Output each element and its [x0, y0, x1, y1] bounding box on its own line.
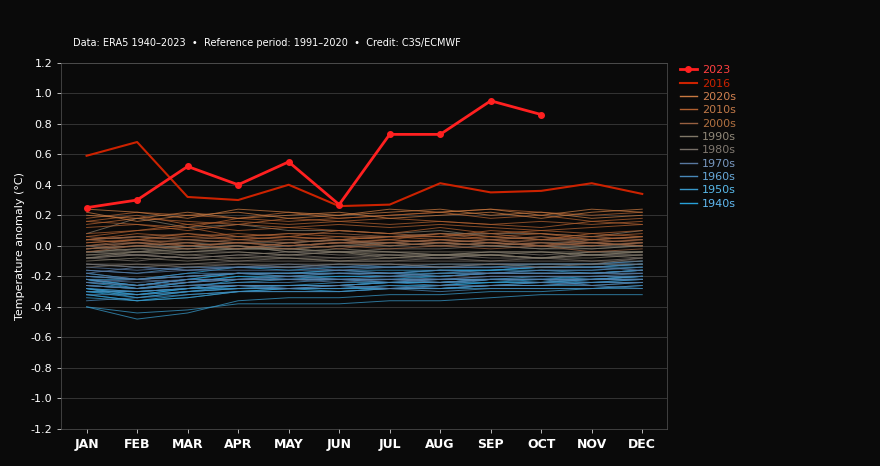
Legend: 2023, 2016, 2020s, 2010s, 2000s, 1990s, 1980s, 1970s, 1960s, 1950s, 1940s: 2023, 2016, 2020s, 2010s, 2000s, 1990s, … — [676, 61, 741, 213]
Text: Data: ERA5 1940–2023  •  Reference period: 1991–2020  •  Credit: C3S/ECMWF: Data: ERA5 1940–2023 • Reference period:… — [73, 38, 461, 48]
Y-axis label: Temperature anomaly (°C): Temperature anomaly (°C) — [15, 172, 25, 320]
